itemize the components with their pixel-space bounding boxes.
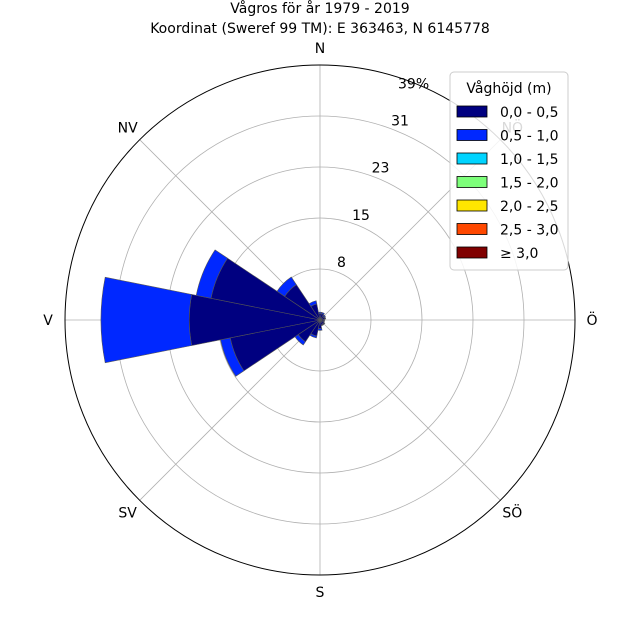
radial-tick-label: 15 <box>352 208 370 224</box>
legend-label: 0,5 - 1,0 <box>500 129 558 145</box>
legend-swatch <box>456 129 488 141</box>
rose-bar-segment <box>276 276 297 297</box>
legend-label: 0,0 - 0,5 <box>500 105 558 121</box>
radial-tick-label: 39% <box>398 76 429 92</box>
rose-bar-segment <box>100 276 193 364</box>
legend-swatch <box>456 176 488 188</box>
direction-label: V <box>43 313 53 329</box>
legend-swatch <box>456 105 488 118</box>
legend-label: 2,5 - 3,0 <box>500 223 558 239</box>
legend-title: Våghöjd (m) <box>466 80 551 97</box>
rose-bar-segment <box>323 316 327 320</box>
angular-gridline <box>319 319 501 501</box>
legend-swatch <box>456 223 488 235</box>
radial-tick-label: 8 <box>337 255 346 271</box>
radial-tick-label: 31 <box>391 114 409 130</box>
direction-label: SÖ <box>502 503 522 521</box>
legend-label: 1,0 - 1,5 <box>500 152 558 168</box>
direction-label: Ö <box>586 311 597 329</box>
legend: Våghöjd (m) 0,0 - 0,5 0,5 - 1,0 1,0 - 1,5 1,… <box>449 71 569 271</box>
radial-tick-label: 23 <box>372 161 390 177</box>
polar-outer-ring <box>64 64 576 576</box>
rose-bar-segment <box>195 249 228 299</box>
legend-swatch <box>456 152 488 165</box>
chart-title: Vågros för år 1979 - 2019 <box>230 0 409 17</box>
legend-label: 2,0 - 2,5 <box>500 199 558 215</box>
legend-box <box>449 71 569 271</box>
direction-label: N <box>315 41 325 57</box>
direction-label: NV <box>118 121 138 137</box>
direction-label: S <box>316 585 325 601</box>
legend-label: 1,5 - 2,0 <box>500 176 558 192</box>
rose-bar-segment <box>308 300 318 307</box>
rose-bars <box>100 249 327 377</box>
angular-gridline <box>139 319 321 501</box>
direction-label: SV <box>118 505 137 521</box>
chart-subtitle: Koordinat (Sweref 99 TM): E 363463, N 61… <box>150 21 490 37</box>
rose-bar-segment <box>320 311 325 315</box>
legend-swatch <box>456 199 488 212</box>
legend-label: ≥ 3,0 <box>500 246 538 262</box>
legend-swatch <box>456 246 488 259</box>
